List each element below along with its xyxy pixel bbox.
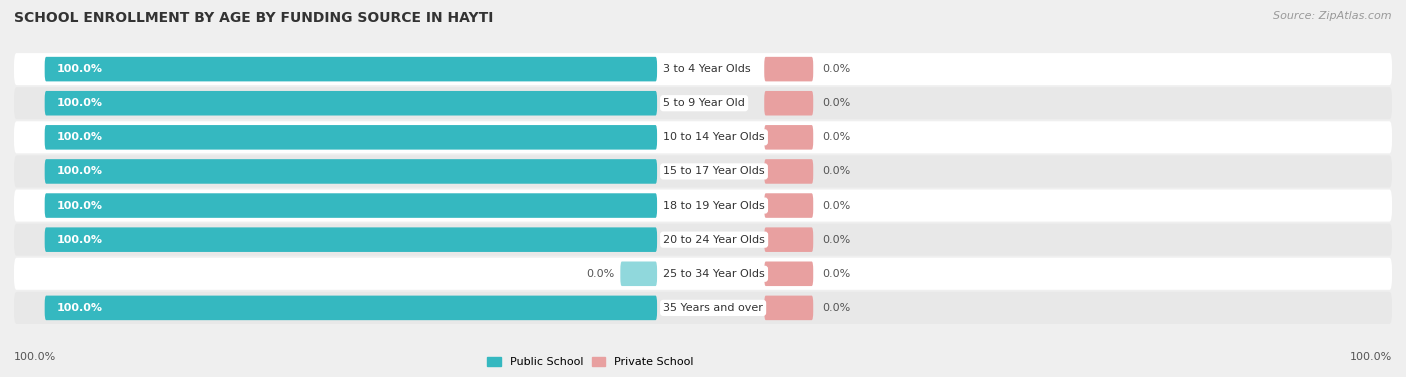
- Text: 25 to 34 Year Olds: 25 to 34 Year Olds: [664, 269, 765, 279]
- Text: 0.0%: 0.0%: [823, 201, 851, 211]
- FancyBboxPatch shape: [45, 91, 657, 115]
- Legend: Public School, Private School: Public School, Private School: [482, 352, 699, 371]
- FancyBboxPatch shape: [765, 262, 813, 286]
- Text: 20 to 24 Year Olds: 20 to 24 Year Olds: [664, 234, 765, 245]
- FancyBboxPatch shape: [765, 125, 813, 150]
- FancyBboxPatch shape: [14, 190, 1392, 222]
- Text: Source: ZipAtlas.com: Source: ZipAtlas.com: [1274, 11, 1392, 21]
- Text: 0.0%: 0.0%: [823, 303, 851, 313]
- FancyBboxPatch shape: [14, 121, 1392, 153]
- Text: 0.0%: 0.0%: [823, 132, 851, 143]
- Text: 100.0%: 100.0%: [56, 234, 103, 245]
- FancyBboxPatch shape: [45, 125, 657, 150]
- FancyBboxPatch shape: [14, 224, 1392, 256]
- FancyBboxPatch shape: [45, 296, 657, 320]
- FancyBboxPatch shape: [14, 155, 1392, 187]
- Text: 100.0%: 100.0%: [56, 132, 103, 143]
- Text: 100.0%: 100.0%: [56, 201, 103, 211]
- Text: 35 Years and over: 35 Years and over: [664, 303, 763, 313]
- Text: 5 to 9 Year Old: 5 to 9 Year Old: [664, 98, 745, 108]
- Text: 100.0%: 100.0%: [56, 98, 103, 108]
- FancyBboxPatch shape: [765, 91, 813, 115]
- Text: 0.0%: 0.0%: [823, 234, 851, 245]
- FancyBboxPatch shape: [765, 193, 813, 218]
- Text: 100.0%: 100.0%: [1350, 352, 1392, 362]
- FancyBboxPatch shape: [765, 159, 813, 184]
- Text: 0.0%: 0.0%: [586, 269, 614, 279]
- FancyBboxPatch shape: [45, 159, 657, 184]
- FancyBboxPatch shape: [14, 258, 1392, 290]
- Text: 18 to 19 Year Olds: 18 to 19 Year Olds: [664, 201, 765, 211]
- FancyBboxPatch shape: [45, 227, 657, 252]
- FancyBboxPatch shape: [45, 57, 657, 81]
- FancyBboxPatch shape: [765, 227, 813, 252]
- Text: 0.0%: 0.0%: [823, 166, 851, 176]
- Text: 0.0%: 0.0%: [823, 269, 851, 279]
- FancyBboxPatch shape: [765, 57, 813, 81]
- Text: 0.0%: 0.0%: [823, 64, 851, 74]
- Text: 15 to 17 Year Olds: 15 to 17 Year Olds: [664, 166, 765, 176]
- Text: 3 to 4 Year Olds: 3 to 4 Year Olds: [664, 64, 751, 74]
- Text: 100.0%: 100.0%: [56, 64, 103, 74]
- Text: 100.0%: 100.0%: [56, 166, 103, 176]
- Text: 10 to 14 Year Olds: 10 to 14 Year Olds: [664, 132, 765, 143]
- FancyBboxPatch shape: [14, 87, 1392, 119]
- FancyBboxPatch shape: [765, 296, 813, 320]
- FancyBboxPatch shape: [14, 53, 1392, 85]
- FancyBboxPatch shape: [620, 262, 657, 286]
- Text: 0.0%: 0.0%: [823, 98, 851, 108]
- FancyBboxPatch shape: [14, 292, 1392, 324]
- Text: SCHOOL ENROLLMENT BY AGE BY FUNDING SOURCE IN HAYTI: SCHOOL ENROLLMENT BY AGE BY FUNDING SOUR…: [14, 11, 494, 25]
- FancyBboxPatch shape: [45, 193, 657, 218]
- Text: 100.0%: 100.0%: [56, 303, 103, 313]
- Text: 100.0%: 100.0%: [14, 352, 56, 362]
